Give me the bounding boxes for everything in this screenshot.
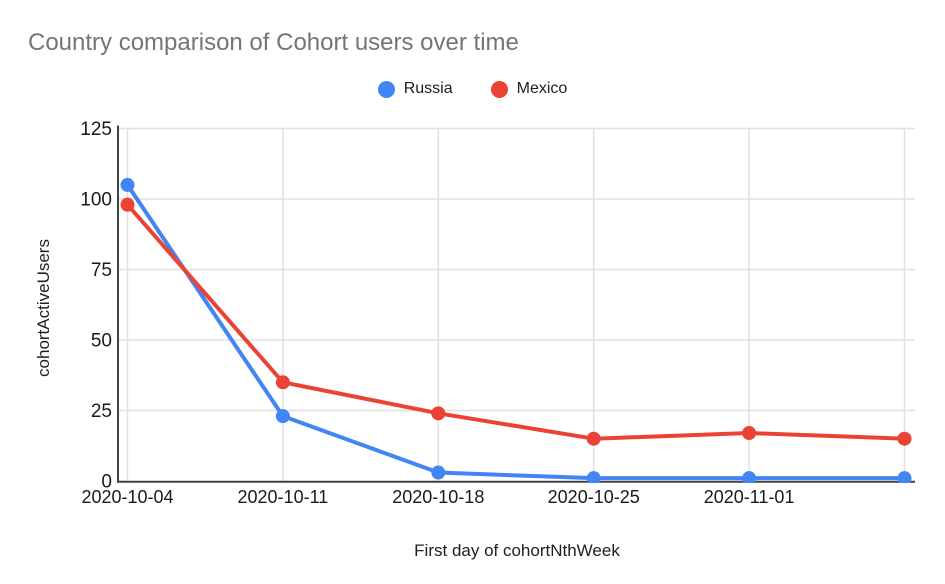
data-point-russia-5 xyxy=(897,471,912,483)
x-tick-label: 2020-10-11 xyxy=(238,487,329,507)
data-point-russia-2 xyxy=(431,465,446,480)
data-point-mexico-3 xyxy=(586,431,601,446)
x-tick-label: 2020-10-18 xyxy=(392,487,484,507)
y-tick-label: 50 xyxy=(91,331,112,352)
legend-swatch-russia-icon xyxy=(377,80,395,98)
legend-item-mexico: Mexico xyxy=(490,80,568,98)
y-tick-label: 25 xyxy=(91,401,112,422)
legend: Russia Mexico xyxy=(0,80,945,98)
y-tick-label: 100 xyxy=(80,190,112,211)
data-point-russia-0 xyxy=(120,177,135,192)
legend-label-mexico: Mexico xyxy=(516,80,568,97)
y-axis-title: cohortActiveUsers xyxy=(34,239,53,377)
series-group xyxy=(120,177,912,483)
legend-swatch-mexico-icon xyxy=(490,80,508,98)
data-point-mexico-0 xyxy=(120,197,135,212)
data-point-russia-4 xyxy=(742,471,757,483)
x-tick-label: 2020-10-04 xyxy=(81,487,173,507)
legend-item-russia: Russia xyxy=(377,80,453,98)
legend-label-russia: Russia xyxy=(403,80,453,97)
x-axis-title: First day of cohortNthWeek xyxy=(414,541,620,560)
data-point-russia-1 xyxy=(275,409,290,424)
y-tick-label: 0 xyxy=(101,472,112,493)
data-point-mexico-5 xyxy=(897,431,912,446)
data-point-mexico-2 xyxy=(431,406,446,421)
series-line-mexico xyxy=(125,202,907,441)
y-tick-label: 75 xyxy=(91,260,112,281)
x-tick-label: 2020-10-25 xyxy=(548,487,640,507)
data-point-russia-3 xyxy=(586,471,601,483)
x-tick-label: 2020-11-01 xyxy=(704,487,795,507)
series-line-russia xyxy=(125,182,907,481)
y-tick-label: 125 xyxy=(80,119,112,140)
data-point-mexico-1 xyxy=(275,375,290,390)
data-point-mexico-4 xyxy=(742,426,757,441)
chart-title: Country comparison of Cohort users over … xyxy=(28,29,519,56)
